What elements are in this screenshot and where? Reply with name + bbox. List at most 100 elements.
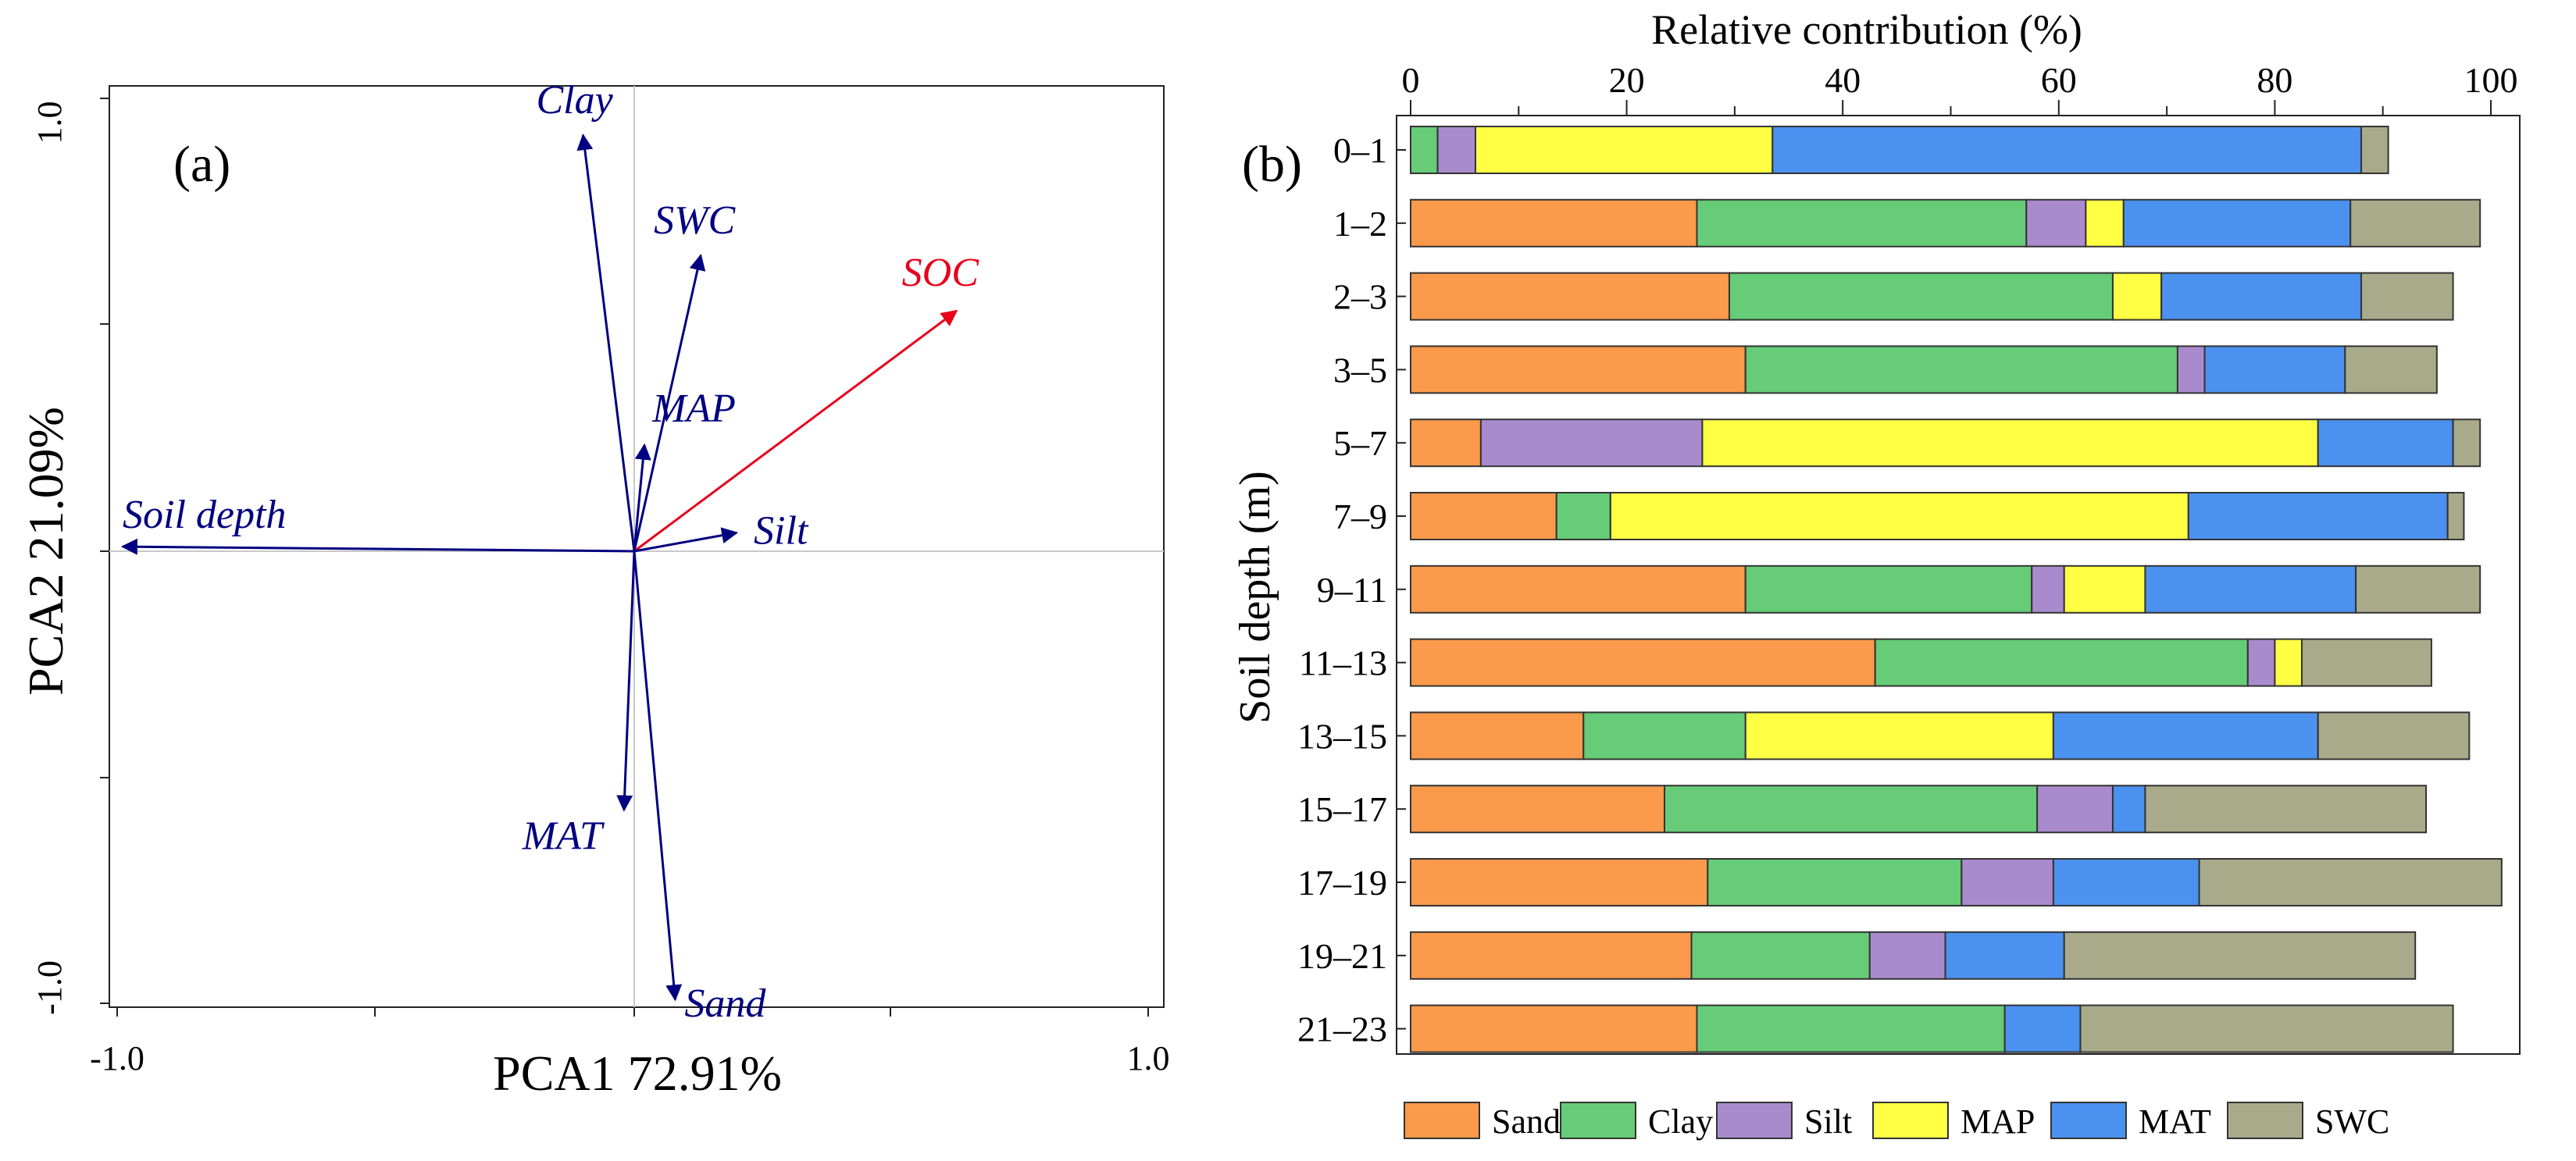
bar-silt-6: [2031, 564, 2065, 614]
panel-a-label: (a): [173, 136, 230, 193]
pca-y-tick-top: 1.0: [30, 101, 69, 144]
bar-category-label-1: 1–2: [1333, 204, 1387, 244]
bar-map-4: [1701, 418, 2319, 468]
legend-label-clay: Clay: [1648, 1102, 1713, 1141]
bar-sand-11: [1410, 931, 1693, 980]
bar-category-label-8: 13–15: [1297, 716, 1387, 756]
bar-mat-11: [1944, 931, 2065, 980]
pca-vector-label-sand: Sand: [684, 981, 766, 1026]
bar-sand-8: [1410, 711, 1585, 760]
legend-swatch-sand: [1404, 1102, 1480, 1139]
pca-vector-map: [633, 443, 651, 552]
bar-swc-5: [2446, 492, 2465, 540]
pca-x-axis-label: PCA1 72.91%: [493, 1045, 782, 1101]
bar-sand-5: [1410, 492, 1557, 540]
bar-silt-9: [2036, 785, 2114, 834]
bar-silt-0: [1436, 126, 1476, 174]
bar-swc-3: [2344, 345, 2438, 394]
bar-map-0: [1474, 126, 1774, 174]
bar-mat-8: [2052, 711, 2319, 760]
legend-label-mat: MAT: [2139, 1102, 2211, 1141]
pca-biplot: Clay SWC SOC MAP Soil depth Silt MAT Sand (a) P…: [18, 78, 1170, 1101]
bar-map-8: [1744, 711, 2054, 760]
bar-map-2: [2111, 272, 2163, 321]
bar-category-label-2: 2–3: [1333, 277, 1387, 317]
bar-category-label-11: 19–21: [1297, 936, 1387, 976]
legend-label-map: MAP: [1961, 1102, 2035, 1141]
bar-sand-3: [1410, 345, 1746, 394]
bar-category-label-0: 0–1: [1333, 130, 1387, 170]
pca-vector-label-swc: SWC: [654, 198, 736, 243]
bar-x-tick-label-0: 0: [1402, 60, 1420, 100]
pca-plot-frame: [109, 85, 1165, 1008]
bar-mat-10: [2052, 858, 2200, 906]
legend-swatch-clay: [1560, 1102, 1636, 1139]
bar-category-label-3: 3–5: [1333, 350, 1387, 390]
bar-clay-1: [1696, 198, 2028, 248]
bar-plot-frame: [1396, 115, 2521, 1055]
pca-vector-soil-depth: [120, 538, 635, 555]
bar-map-5: [1609, 492, 2189, 540]
pca-y-axis-label: PCA2 21.09%: [18, 407, 73, 696]
bar-swc-10: [2198, 858, 2503, 906]
bar-map-1: [2085, 198, 2125, 248]
panel-b-label: (b): [1242, 136, 1302, 193]
bar-swc-11: [2063, 931, 2417, 980]
legend-label-silt: Silt: [1804, 1102, 1852, 1141]
bar-swc-6: [2355, 564, 2481, 614]
legend-swatch-map: [1872, 1102, 1949, 1139]
bar-mat-4: [2317, 418, 2454, 468]
bar-clay-7: [1874, 638, 2249, 687]
bar-chart-title: Relative contribution (%): [1651, 6, 2082, 53]
bar-clay-2: [1728, 272, 2114, 321]
bar-x-ticks: 0 20 40 60 80 100: [1402, 60, 2518, 116]
bar-clay-3: [1744, 345, 2178, 394]
bar-mat-6: [2144, 564, 2357, 614]
bar-clay-12: [1696, 1004, 2006, 1053]
bar-sand-10: [1410, 858, 1709, 906]
legend-swatch-mat: [2050, 1102, 2127, 1139]
bar-legend: Sand Clay Silt MAP MAT SWC: [1404, 1102, 2389, 1141]
contribution-bar-chart: Relative contribution (%) 0 20 40 60 80 100 (…: [1231, 6, 2521, 1141]
bar-sand-9: [1410, 785, 1666, 834]
bar-mat-9: [2111, 785, 2146, 834]
bar-silt-7: [2246, 638, 2276, 687]
bar-swc-9: [2144, 785, 2428, 834]
pca-vector-clay: [576, 134, 636, 552]
bar-clay-6: [1744, 564, 2033, 614]
bar-swc-8: [2317, 711, 2471, 760]
bar-x-tick-label-20: 20: [1609, 60, 1645, 100]
bar-swc-7: [2300, 638, 2432, 687]
bar-segments: [1410, 126, 2503, 1053]
pca-vector-label-clay: Clay: [537, 78, 614, 123]
bar-clay-8: [1582, 711, 1746, 760]
bar-swc-1: [2349, 198, 2481, 248]
pca-vector-label-silt: Silt: [754, 508, 809, 553]
bar-category-label-12: 21–23: [1297, 1010, 1387, 1049]
bar-category-label-4: 5–7: [1333, 423, 1387, 463]
pca-ticks: [100, 98, 1149, 1017]
pca-vector-soc: [633, 309, 958, 553]
bar-silt-3: [2176, 345, 2206, 394]
bar-swc-4: [2452, 418, 2481, 468]
bar-category-label-10: 17–19: [1297, 863, 1387, 903]
bar-x-tick-label-60: 60: [2041, 60, 2077, 100]
bar-silt-10: [1961, 858, 2054, 906]
bar-clay-0: [1410, 126, 1439, 174]
bar-silt-4: [1479, 418, 1704, 468]
bar-category-label-6: 9–11: [1317, 570, 1387, 610]
bar-category-label-5: 7–9: [1333, 497, 1387, 536]
legend-swatch-swc: [2227, 1102, 2303, 1139]
bar-clay-9: [1664, 785, 2039, 834]
pca-vector-silt: [633, 527, 739, 553]
bar-clay-11: [1690, 931, 1871, 980]
bar-clay-5: [1555, 492, 1611, 540]
bar-x-tick-label-40: 40: [1825, 60, 1861, 100]
bar-mat-12: [2003, 1004, 2082, 1053]
bar-category-label-7: 11–13: [1299, 643, 1387, 683]
pca-vector-label-soil-depth: Soil depth: [123, 493, 286, 537]
bar-mat-3: [2203, 345, 2346, 394]
bar-map-7: [2274, 638, 2303, 687]
bar-y-axis-label: Soil depth (m): [1231, 471, 1279, 724]
